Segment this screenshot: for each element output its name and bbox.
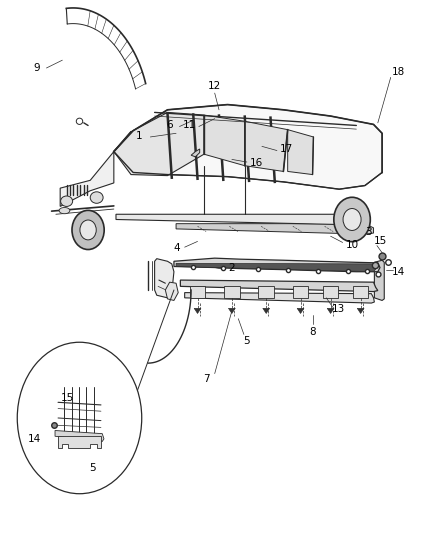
Ellipse shape [334,197,370,241]
Text: 2: 2 [229,263,235,272]
Polygon shape [58,436,101,448]
Polygon shape [293,286,308,298]
Text: 16: 16 [250,158,263,168]
Polygon shape [263,308,270,313]
Text: 15: 15 [373,237,387,246]
Circle shape [17,342,142,494]
Polygon shape [323,286,338,298]
Text: 9: 9 [33,63,40,73]
Polygon shape [357,308,364,313]
Polygon shape [180,280,378,292]
Polygon shape [204,115,245,166]
Polygon shape [60,151,114,206]
Polygon shape [190,286,205,298]
Text: 12: 12 [208,82,221,91]
Text: 13: 13 [332,304,345,314]
Polygon shape [194,308,201,313]
Polygon shape [288,130,314,175]
Polygon shape [176,224,374,234]
Polygon shape [114,104,382,189]
Text: 8: 8 [309,327,316,337]
Polygon shape [327,308,334,313]
Text: 5: 5 [244,336,250,346]
Text: 18: 18 [392,67,405,77]
Text: 7: 7 [203,374,209,384]
Polygon shape [224,286,240,298]
Text: 3: 3 [365,227,372,237]
Polygon shape [297,308,304,313]
Ellipse shape [59,207,70,214]
Ellipse shape [72,211,104,249]
Text: 4: 4 [173,243,180,253]
Ellipse shape [343,208,361,230]
Text: 17: 17 [280,144,293,154]
Ellipse shape [90,192,103,203]
Polygon shape [245,122,288,172]
Ellipse shape [76,118,83,124]
Polygon shape [155,259,174,298]
Polygon shape [229,308,235,313]
Text: 6: 6 [166,120,173,131]
Polygon shape [191,149,200,157]
Polygon shape [258,286,274,298]
Polygon shape [166,282,178,301]
Polygon shape [185,293,374,303]
Ellipse shape [80,220,96,240]
Polygon shape [174,258,380,272]
Text: 1: 1 [136,131,143,141]
Polygon shape [353,286,368,298]
Polygon shape [116,214,367,225]
Ellipse shape [60,196,73,206]
Polygon shape [55,431,104,441]
Text: 14: 14 [28,434,41,444]
Text: 14: 14 [392,266,405,277]
Polygon shape [114,112,204,175]
Polygon shape [176,263,376,272]
Text: 11: 11 [182,120,196,131]
Text: 15: 15 [61,393,74,403]
Polygon shape [374,260,384,301]
Text: 10: 10 [346,239,359,249]
Text: 5: 5 [89,463,95,473]
